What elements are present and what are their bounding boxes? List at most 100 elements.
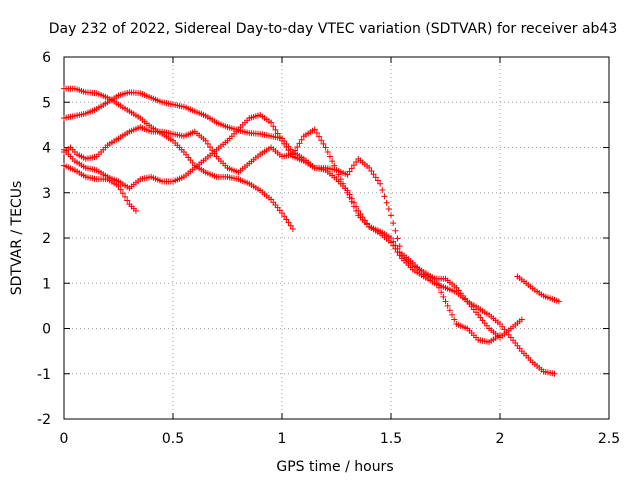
grid-lines bbox=[64, 57, 609, 419]
data-point bbox=[350, 162, 357, 169]
data-point bbox=[279, 137, 285, 144]
data-point bbox=[518, 316, 525, 323]
x-tick-label: 1 bbox=[278, 431, 287, 447]
data-point bbox=[440, 293, 447, 300]
data-point bbox=[390, 238, 397, 245]
data-point bbox=[322, 144, 329, 151]
data-point bbox=[292, 147, 299, 154]
x-tick-label: 0.5 bbox=[162, 431, 184, 447]
data-point bbox=[283, 216, 290, 223]
data-point bbox=[346, 194, 353, 201]
data-point bbox=[394, 235, 401, 242]
data-point bbox=[333, 167, 340, 174]
data-point bbox=[124, 197, 131, 204]
data-point bbox=[320, 140, 327, 147]
data-point bbox=[451, 316, 458, 323]
data-point bbox=[388, 212, 394, 219]
data-point bbox=[346, 168, 353, 175]
data-point bbox=[281, 213, 288, 220]
data-point bbox=[115, 182, 122, 189]
data-point bbox=[372, 174, 379, 181]
data-point bbox=[326, 153, 333, 160]
data-point bbox=[294, 144, 301, 151]
data-point bbox=[444, 302, 451, 309]
series-track-f bbox=[514, 273, 562, 305]
data-point bbox=[329, 158, 336, 165]
y-tick-label: 5 bbox=[42, 95, 51, 111]
data-point bbox=[497, 332, 503, 339]
data-point bbox=[316, 133, 323, 140]
y-tick-labels: -2 -1 0 1 2 3 4 5 6 bbox=[37, 50, 51, 428]
data-point bbox=[272, 126, 279, 133]
data-point bbox=[449, 311, 456, 318]
x-tick-labels: 0 0.5 1 1.5 2 2.5 bbox=[60, 431, 621, 447]
data-point bbox=[287, 222, 294, 229]
data-point bbox=[385, 206, 392, 213]
data-point bbox=[374, 177, 381, 184]
x-tick-label: 2 bbox=[496, 431, 505, 447]
y-tick-label: -2 bbox=[37, 412, 51, 428]
data-point bbox=[119, 190, 126, 197]
data-point bbox=[350, 203, 357, 210]
data-point bbox=[279, 210, 285, 217]
y-tick-label: 2 bbox=[42, 231, 51, 247]
data-point bbox=[344, 171, 351, 178]
data-point bbox=[394, 245, 401, 252]
data-point bbox=[433, 280, 440, 287]
data-point bbox=[551, 370, 558, 377]
data-point bbox=[270, 123, 277, 130]
data-point bbox=[442, 298, 449, 305]
data-point bbox=[285, 147, 292, 154]
data-points bbox=[61, 85, 562, 377]
data-point bbox=[276, 134, 283, 141]
data-point bbox=[366, 164, 373, 171]
data-point bbox=[392, 242, 399, 249]
data-point bbox=[117, 186, 124, 193]
data-point bbox=[381, 193, 388, 200]
data-point bbox=[353, 207, 360, 214]
data-point bbox=[388, 235, 394, 241]
data-point bbox=[431, 275, 438, 282]
y-axis-label: SDTVAR / TECUs bbox=[9, 181, 25, 296]
data-point bbox=[202, 137, 209, 144]
data-point bbox=[207, 144, 214, 151]
data-point bbox=[342, 185, 349, 192]
data-point bbox=[390, 220, 397, 227]
data-point bbox=[435, 284, 442, 291]
data-point bbox=[313, 130, 320, 137]
series-track-d bbox=[61, 111, 503, 346]
data-point bbox=[204, 140, 211, 147]
data-point bbox=[555, 298, 562, 305]
x-tick-label: 0 bbox=[60, 431, 69, 447]
data-point bbox=[283, 144, 290, 151]
chart-title: Day 232 of 2022, Sidereal Day-to-day VTE… bbox=[49, 21, 618, 37]
y-tick-label: 4 bbox=[42, 141, 51, 157]
y-tick-label: 6 bbox=[42, 50, 51, 66]
x-axis-label: GPS time / hours bbox=[276, 459, 393, 475]
y-tick-label: 0 bbox=[42, 322, 51, 338]
data-point bbox=[281, 140, 288, 147]
series-track-e bbox=[61, 162, 139, 214]
data-point bbox=[289, 225, 296, 232]
data-point bbox=[438, 289, 445, 296]
data-point bbox=[324, 149, 331, 156]
data-point bbox=[122, 193, 129, 200]
axis-ticks bbox=[63, 56, 610, 420]
data-point bbox=[370, 171, 377, 178]
data-point bbox=[348, 165, 355, 172]
data-point bbox=[318, 137, 325, 144]
data-point bbox=[340, 180, 347, 187]
data-point bbox=[274, 130, 281, 137]
data-point bbox=[296, 140, 303, 147]
data-point bbox=[335, 171, 342, 178]
data-point bbox=[337, 176, 344, 183]
y-tick-label: 3 bbox=[42, 186, 51, 202]
x-tick-label: 2.5 bbox=[598, 431, 620, 447]
y-tick-label: -1 bbox=[37, 367, 51, 383]
data-point bbox=[383, 199, 390, 206]
data-point bbox=[268, 119, 275, 126]
data-point bbox=[392, 227, 399, 234]
x-tick-label: 1.5 bbox=[380, 431, 402, 447]
y-tick-label: 1 bbox=[42, 276, 51, 292]
